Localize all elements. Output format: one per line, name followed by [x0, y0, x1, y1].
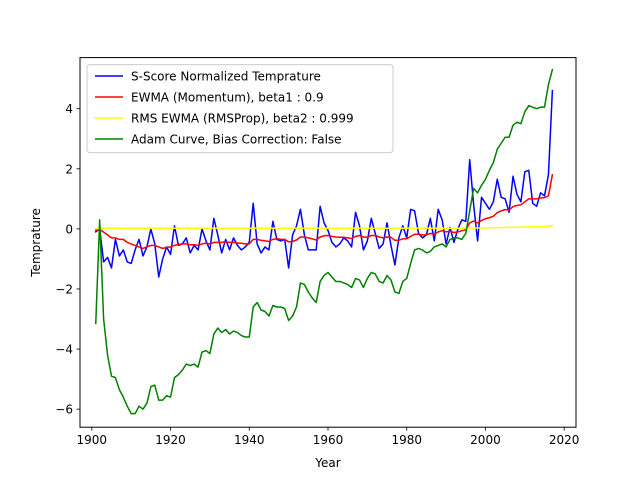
series-line [94, 68, 554, 415]
legend-box [86, 64, 394, 154]
legend-label: S-Score Normalized Temprature [131, 70, 321, 84]
x-tick-label: 1980 [391, 433, 422, 447]
y-axis-label: Temprature [29, 208, 43, 278]
legend-label: RMS EWMA (RMSProp), beta2 : 0.999 [131, 112, 354, 126]
y-axis: −6 −4 −2 0 2 4 [55, 102, 80, 417]
y-tick-label: 0 [65, 222, 73, 236]
series-line [94, 89, 554, 278]
x-tick-label: 1920 [155, 433, 186, 447]
legend: S-Score Normalized Temprature EWMA (Mome… [86, 64, 394, 154]
x-axis-label: Year [314, 456, 340, 470]
x-tick-label: 1900 [77, 433, 108, 447]
legend-item: RMS EWMA (RMSProp), beta2 : 0.999 [95, 112, 354, 126]
series-line [94, 173, 554, 250]
x-tick-label: 1960 [313, 433, 344, 447]
x-tick-label: 2000 [470, 433, 501, 447]
plot-lines [94, 68, 554, 415]
y-tick-label: −4 [55, 343, 73, 357]
x-tick-label: 1940 [234, 433, 265, 447]
y-tick-label: −6 [55, 403, 73, 417]
legend-item: S-Score Normalized Temprature [95, 70, 321, 84]
legend-label: Adam Curve, Bias Correction: False [131, 133, 342, 147]
x-tick-label: 2020 [549, 433, 580, 447]
y-tick-label: −2 [55, 282, 73, 296]
x-axis: 1900 1920 1940 1960 1980 2000 2020 [77, 427, 580, 447]
y-tick-label: 4 [65, 102, 73, 116]
legend-item: Adam Curve, Bias Correction: False [95, 133, 342, 147]
legend-item: EWMA (Momentum), beta1 : 0.9 [95, 91, 324, 105]
series-line [95, 224, 554, 230]
legend-label: EWMA (Momentum), beta1 : 0.9 [131, 91, 324, 105]
y-tick-label: 2 [65, 162, 73, 176]
